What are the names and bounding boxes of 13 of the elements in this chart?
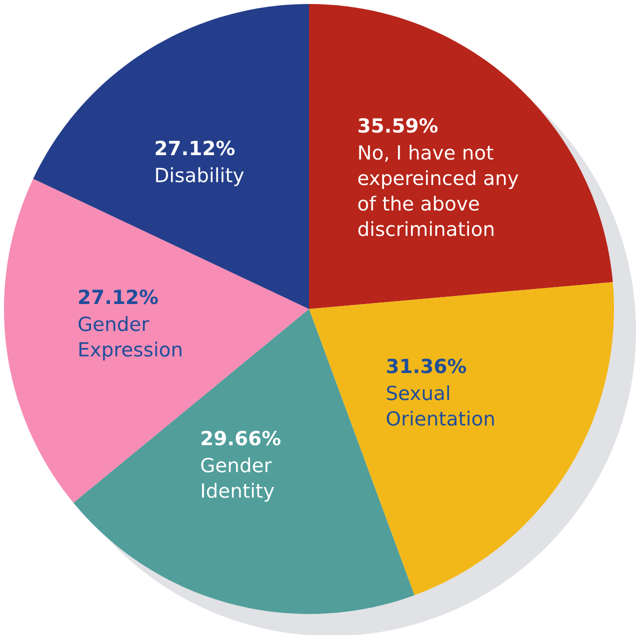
pie-slice	[309, 282, 614, 596]
slice-label: Gender Expression	[78, 316, 182, 360]
slice-label: No, I have not expereinced any of the above discrimination	[358, 144, 518, 236]
pie-slice	[309, 4, 613, 309]
data-label: 31.36%	[387, 358, 466, 374]
data-label: 27.12%	[79, 290, 158, 304]
data-label: 29.66%	[202, 430, 280, 446]
slice-label: Gender Identity	[201, 457, 274, 502]
data-label: 27.12%	[156, 140, 235, 156]
data-label: 35.59%	[358, 118, 438, 133]
slice-label: Disability	[156, 167, 244, 186]
pie-slice	[33, 4, 309, 309]
slice-label: Sexual Orientation	[386, 385, 494, 426]
